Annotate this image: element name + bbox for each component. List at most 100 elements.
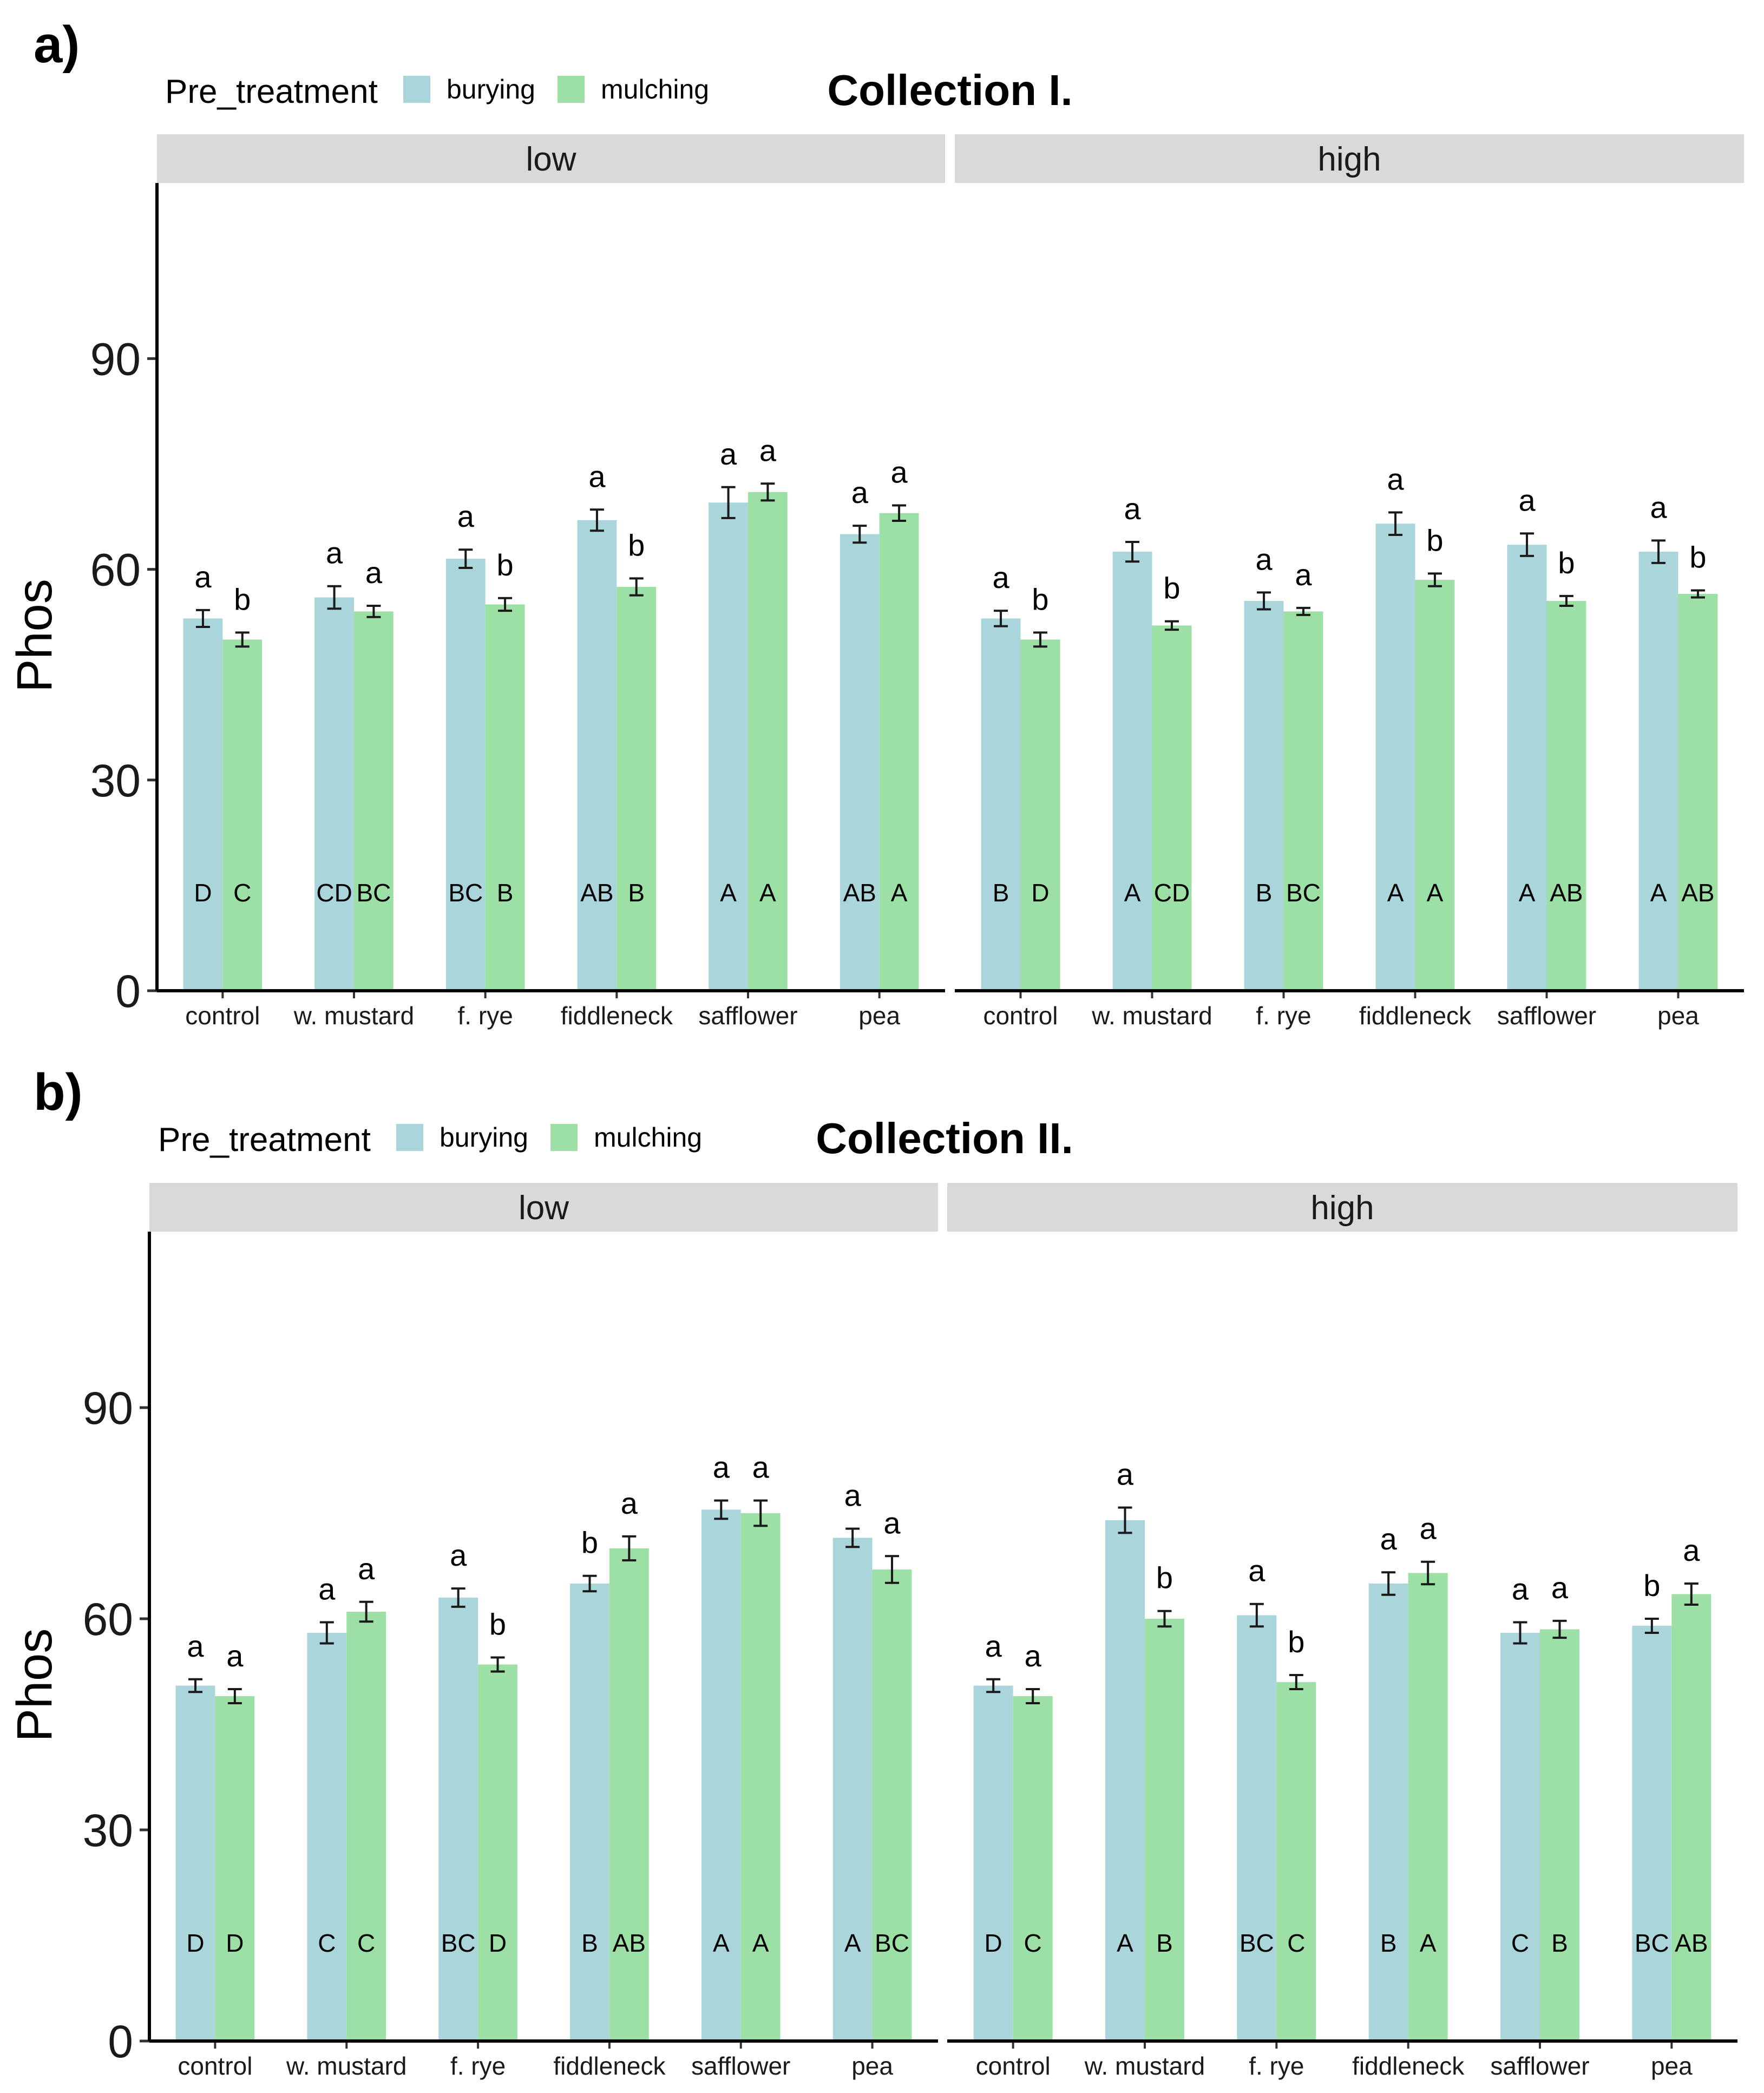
significance-letter-upper: C [318,1929,336,1957]
significance-letter-lower: a [1295,558,1312,592]
y-tick-label: 60 [90,545,141,596]
significance-letter-upper: BC [448,879,483,907]
significance-letter-upper: A [713,1929,730,1957]
significance-letter-lower: b [234,582,251,616]
significance-letter-lower: a [1380,1522,1398,1556]
facet-strip [955,134,1744,183]
significance-letter-upper: AB [1681,879,1714,907]
significance-letter-upper: BC [875,1929,909,1957]
legend-swatch-burying [396,1124,423,1151]
x-tick-label: w. mustard [293,1002,414,1030]
legend-entry-burying: burying [440,1122,528,1153]
bar-mulching [1546,600,1586,991]
x-tick-label: fiddleneck [1352,2052,1465,2080]
significance-letter-lower: a [1551,1571,1569,1605]
x-tick-label: safflower [1490,2052,1589,2080]
facet-strip-label: low [519,1189,569,1227]
significance-letter-lower: a [1650,490,1667,524]
bar-burying [438,1598,478,2041]
bar-burying [307,1633,347,2041]
bar-burying [314,597,354,991]
legend-entry-mulching: mulching [594,1122,702,1153]
significance-letter-upper: BC [356,879,391,907]
significance-letter-upper: D [1031,879,1049,907]
y-tick-label: 90 [83,1383,133,1434]
significance-letter-upper: A [1387,879,1404,907]
x-tick-label: w. mustard [1091,1002,1212,1030]
significance-letter-lower: a [621,1486,638,1520]
bar-mulching [617,587,657,991]
bar-burying [1638,552,1678,991]
bar-mulching [1145,1619,1184,2041]
significance-letter-lower: a [890,455,908,489]
significance-letter-lower: a [318,1572,336,1606]
legend-swatch-mulching [550,1124,578,1151]
significance-letter-upper: B [497,879,514,907]
y-axis-label: Phos [7,579,62,692]
significance-letter-upper: BC [1240,1929,1274,1957]
significance-letter-lower: a [1117,1457,1134,1492]
legend-title: Pre_treatment [165,73,378,110]
bar-burying [183,618,223,991]
x-tick-label: control [178,2052,252,2080]
legend: Pre_treatment burying mulching [158,1121,702,1159]
y-tick-label: 60 [83,1594,133,1645]
significance-letter-lower: a [1518,483,1536,517]
significance-letter-lower: a [851,475,869,509]
significance-letter-lower: b [1426,523,1443,557]
significance-letter-upper: A [891,879,908,907]
significance-letter-lower: b [1032,582,1048,616]
chart-title: Collection I. [827,66,1072,114]
bar-burying [570,1584,609,2041]
bar-mulching [1415,580,1455,991]
bar-burying [445,559,486,991]
significance-letter-upper: B [1380,1929,1397,1957]
bar-burying [175,1685,215,2041]
significance-letter-upper: A [1650,879,1667,907]
bar-burying [973,1685,1013,2041]
facet-strip [149,1183,938,1232]
significance-letter-upper: B [628,879,645,907]
bar-burying [1375,524,1415,991]
significance-letter-upper: C [357,1929,375,1957]
significance-letter-lower: a [713,1450,730,1484]
bar-mulching [1013,1696,1053,2041]
significance-letter-lower: a [187,1629,204,1663]
significance-letter-upper: BC [1286,879,1321,907]
significance-letter-upper: A [759,879,776,907]
significance-letter-lower: b [581,1526,598,1560]
significance-letter-upper: AB [843,879,876,907]
bar-burying [701,1509,741,2041]
facet-strip-label: high [1317,141,1381,178]
x-tick-label: control [983,1002,1058,1030]
significance-letter-upper: D [985,1929,1002,1957]
significance-letter-upper: AB [613,1929,646,1957]
significance-letter-upper: BC [441,1929,476,1957]
significance-letter-lower: a [1124,492,1141,526]
y-tick-label: 30 [90,755,141,806]
bar-mulching [1408,1573,1448,2041]
x-tick-label: w. mustard [286,2052,406,2080]
significance-letter-lower: a [457,499,475,533]
x-tick-label: pea [851,2052,893,2080]
bar-burying [981,618,1021,991]
significance-letter-upper: C [233,879,251,907]
significance-letter-upper: B [1551,1929,1568,1957]
x-tick-label: fiddleneck [553,2052,666,2080]
bar-mulching [872,1569,912,2041]
bar-mulching [222,639,263,991]
x-tick-label: fiddleneck [1359,1002,1472,1030]
significance-letter-upper: A [752,1929,769,1957]
significance-letter-upper: D [226,1929,244,1957]
significance-letter-lower: a [992,560,1009,594]
bar-burying [709,502,748,991]
significance-letter-upper: BC [1635,1929,1669,1957]
bar-mulching [1283,611,1323,991]
significance-letter-upper: D [489,1929,507,1957]
significance-letter-lower: b [1288,1625,1304,1659]
significance-letter-upper: A [1519,879,1536,907]
